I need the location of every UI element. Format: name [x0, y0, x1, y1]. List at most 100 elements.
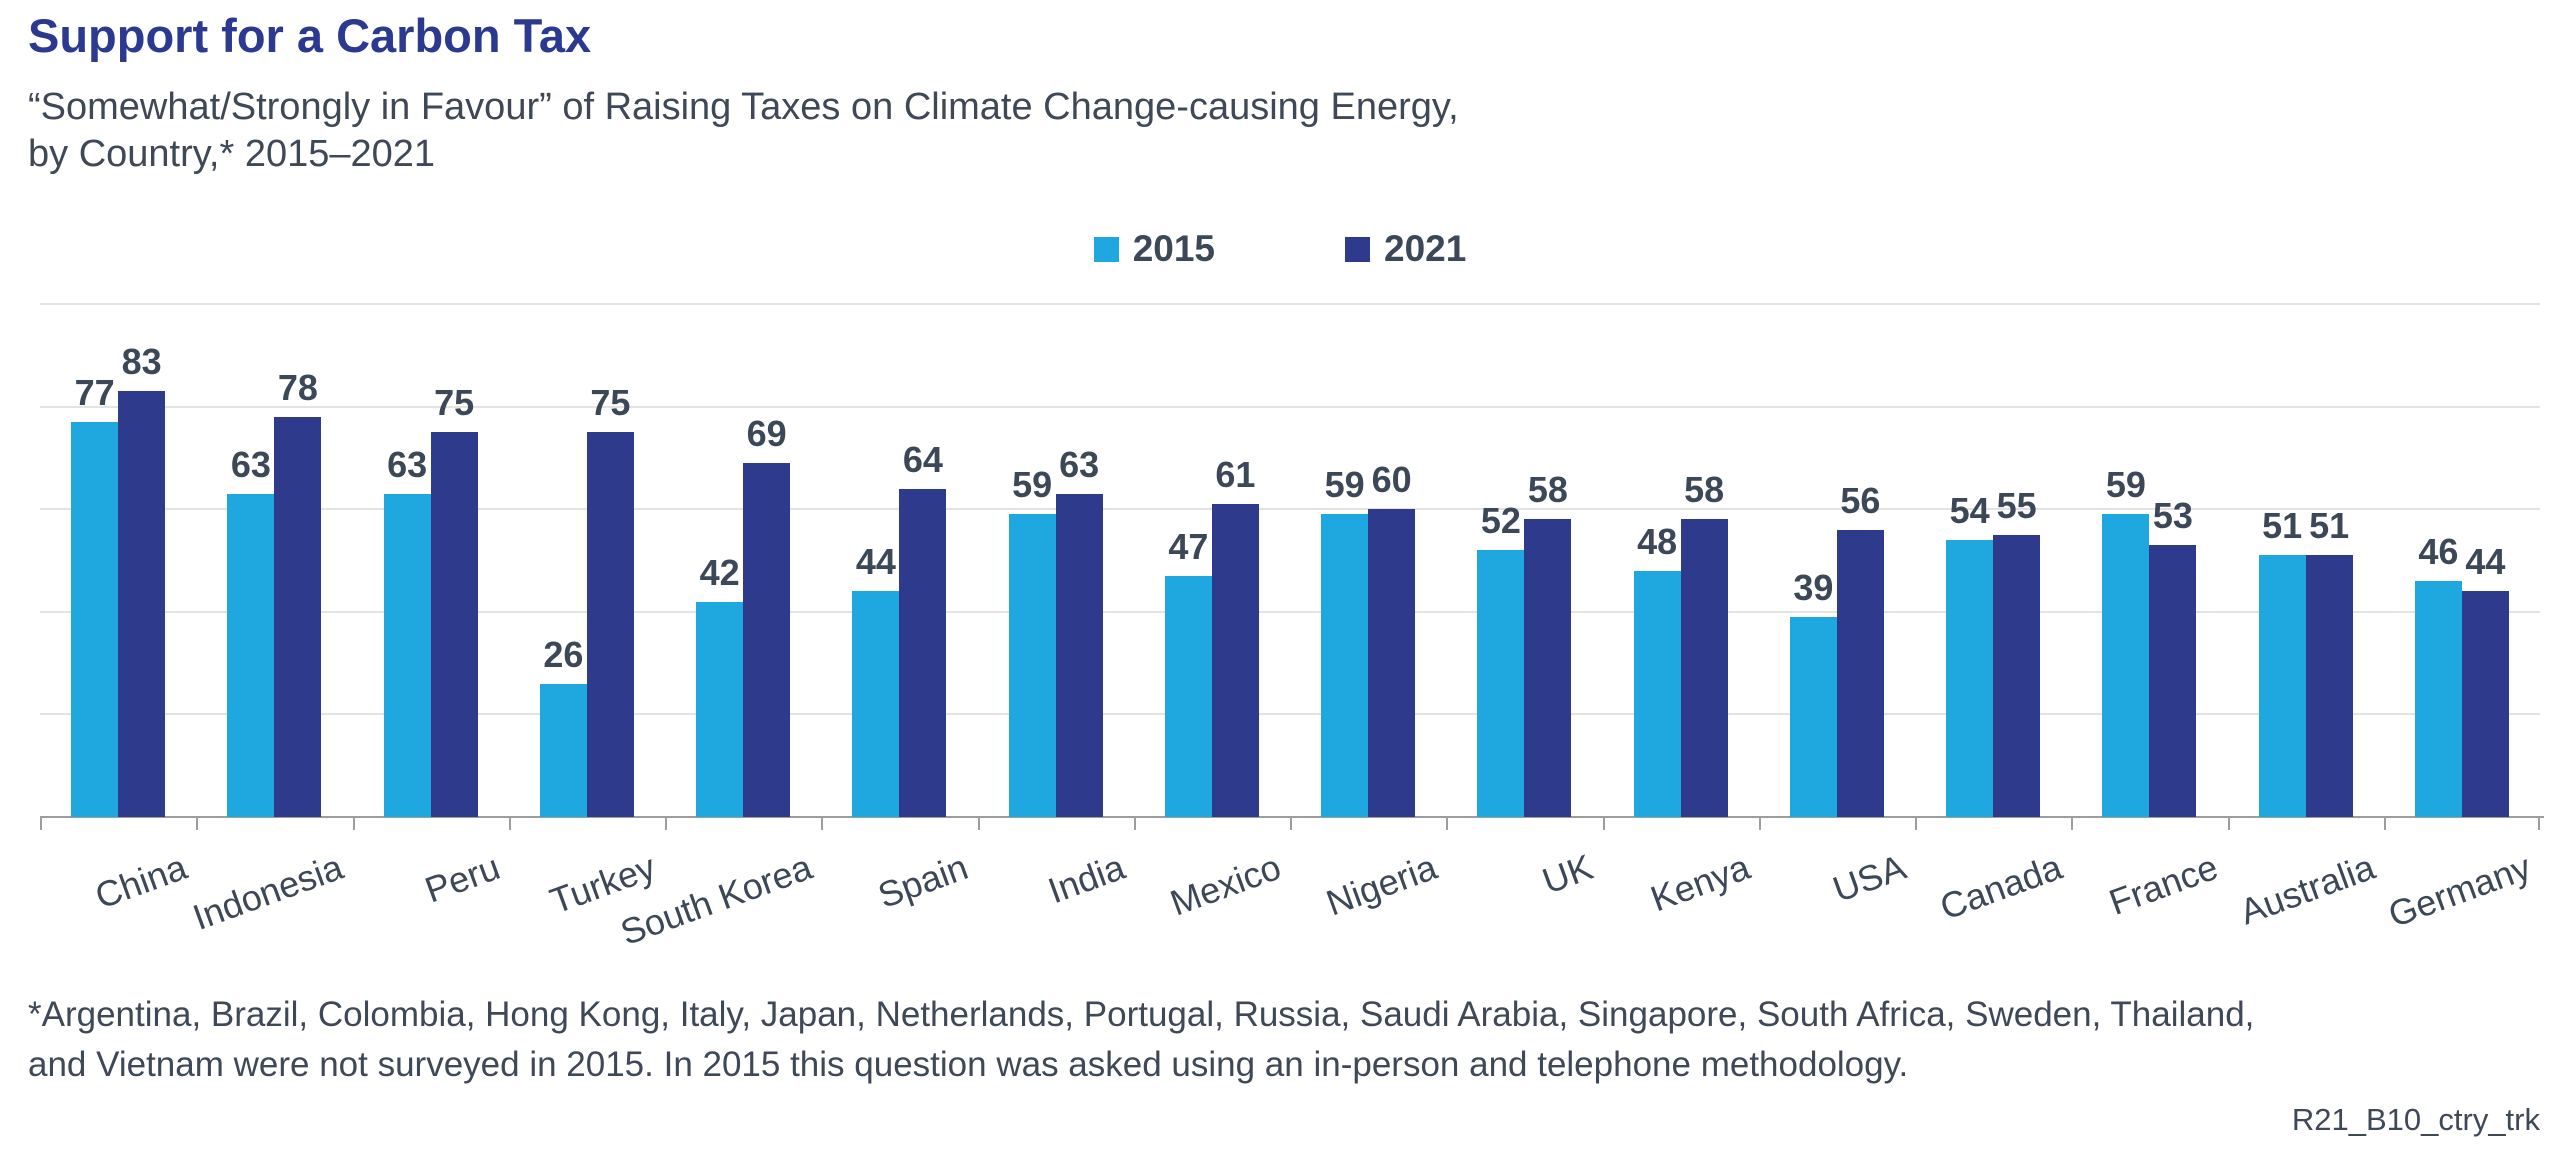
bar-2021-Peru: 75: [430, 382, 478, 817]
bar-value-2021-Indonesia: 78: [277, 366, 318, 408]
bar-2015-UK: 52: [1477, 500, 1525, 817]
bar-2021-Nigeria: 60: [1368, 459, 1416, 817]
bar-value-2015-Kenya: 48: [1637, 520, 1678, 562]
bar-group-Indonesia: 63 78: [196, 367, 352, 817]
legend-item-2015: 2015: [1093, 228, 1215, 270]
bar-value-2015-Spain: 44: [855, 541, 896, 583]
axis-tick: [2383, 817, 2386, 830]
bar-group-Kenya: 48 58: [1603, 469, 1759, 817]
category-label-France: France: [2104, 846, 2224, 923]
bar-value-2021-South Korea: 69: [746, 413, 787, 455]
axis-tick: [1602, 817, 1605, 830]
category-label-Spain: Spain: [872, 846, 974, 917]
bar-group-Peru: 63 75: [353, 382, 509, 817]
footnote: *Argentina, Brazil, Colombia, Hong Kong,…: [28, 990, 2254, 1090]
axis-tick: [665, 817, 667, 830]
gridline-60: [40, 508, 2540, 511]
category-label-Peru: Peru: [419, 846, 505, 911]
bar-2015-Germany: 46: [2414, 531, 2462, 817]
bar-value-2021-Nigeria: 60: [1371, 459, 1412, 501]
axis-tick: [1915, 817, 1917, 830]
axis-tick: [2538, 817, 2540, 830]
bar-2021-USA: 56: [1836, 480, 1884, 817]
bar-value-2021-Kenya: 58: [1684, 469, 1725, 511]
bar-2021-Canada: 55: [1993, 485, 2041, 817]
category-label-Mexico: Mexico: [1164, 846, 1286, 924]
bar-group-USA: 39 56: [1759, 480, 1915, 817]
bar-2015-Australia: 51: [2258, 505, 2306, 817]
chart-legend: 2015 2021: [0, 228, 2560, 270]
plot-area: 77 83 63 78 63 75 26 75 42 69 44 64 59 63 47 61 59 60 52 58…: [40, 303, 2544, 830]
bar-2015-Nigeria: 59: [1321, 464, 1369, 817]
bar-2021-Mexico: 61: [1211, 454, 1259, 817]
bar-value-2021-France: 53: [2152, 495, 2193, 537]
bar-2021-Indonesia: 78: [274, 367, 322, 817]
gridline-20: [40, 713, 2540, 716]
category-label-China: China: [89, 846, 193, 917]
bar-group-Spain: 44 64: [821, 439, 977, 817]
bar-2021-UK: 58: [1524, 469, 1572, 817]
bar-2015-USA: 39: [1789, 567, 1837, 817]
bar-group-Mexico: 47 61: [1134, 454, 1290, 817]
bar-2015-Kenya: 48: [1633, 521, 1681, 817]
source-code-label: R21_B10_ctry_trk: [2291, 1102, 2540, 1137]
bar-value-2015-China: 77: [74, 372, 115, 413]
bar-groups: 77 83 63 78 63 75 26 75 42 69 44 64 59 63 47 61 59 60 52 58…: [40, 304, 2540, 817]
bar-2015-Peru: 63: [383, 444, 431, 817]
bar-group-Germany: 46 44: [2384, 531, 2540, 817]
bar-value-2015-Turkey: 26: [543, 633, 584, 675]
bar-2015-Indonesia: 63: [227, 444, 275, 817]
bar-value-2015-USA: 39: [1793, 566, 1834, 608]
bar-group-Turkey: 26 75: [509, 382, 665, 817]
category-label-Kenya: Kenya: [1644, 846, 1755, 920]
bar-2015-India: 59: [1008, 464, 1056, 817]
axis-tick: [2071, 817, 2074, 830]
legend-swatch-2015: [1093, 236, 1119, 262]
gridline-80: [40, 405, 2540, 408]
category-label-UK: UK: [1537, 846, 1599, 902]
axis-tick: [821, 817, 824, 830]
bar-value-2015-Germany: 46: [2418, 531, 2459, 573]
bar-value-2021-Spain: 64: [902, 438, 943, 480]
category-label-Australia: Australia: [2234, 846, 2380, 933]
bar-value-2015-Indonesia: 63: [230, 443, 271, 485]
footnote-line2: and Vietnam were not surveyed in 2015. I…: [28, 1045, 1909, 1084]
axis-tick: [2227, 817, 2230, 830]
bar-value-2015-Mexico: 47: [1168, 525, 1209, 567]
category-axis-labels: China Indonesia Peru Turkey South Korea Spain…: [40, 832, 2540, 992]
legend-label-2015: 2015: [1132, 228, 1215, 269]
category-label-Nigeria: Nigeria: [1320, 846, 1443, 924]
bar-2015-Canada: 54: [1946, 490, 1994, 817]
chart-subtitle: “Somewhat/Strongly in Favour” of Raising…: [28, 84, 1459, 178]
bar-value-2015-Australia: 51: [2262, 505, 2303, 547]
bar-value-2021-USA: 56: [1840, 479, 1881, 521]
axis-tick: [196, 817, 199, 830]
bar-value-2015-France: 59: [2105, 464, 2146, 506]
chart-title: Support for a Carbon Tax: [28, 9, 592, 62]
bar-value-2015-Nigeria: 59: [1324, 464, 1365, 506]
bar-2015-China: 77: [71, 372, 119, 817]
category-label-Germany: Germany: [2382, 846, 2536, 936]
x-axis-line: [40, 816, 2544, 818]
bar-value-2021-Australia: 51: [2309, 505, 2350, 547]
bar-value-2021-Peru: 75: [434, 382, 475, 424]
bar-group-France: 59 53: [2071, 464, 2227, 817]
bar-2015-Mexico: 47: [1164, 526, 1212, 817]
axis-tick: [1758, 817, 1761, 830]
bar-value-2021-Germany: 44: [2465, 541, 2506, 583]
bar-2021-France: 53: [2149, 495, 2197, 817]
bar-group-South Korea: 42 69: [665, 413, 821, 817]
category-label-India: India: [1042, 846, 1130, 912]
axis-tick: [977, 817, 980, 830]
bar-2015-France: 59: [2102, 464, 2150, 817]
bar-value-2015-UK: 52: [1480, 500, 1521, 542]
bar-value-2021-UK: 58: [1527, 469, 1568, 511]
bar-value-2021-Canada: 55: [1996, 484, 2037, 526]
category-label-Indonesia: Indonesia: [187, 846, 349, 938]
legend-item-2021: 2021: [1345, 228, 1466, 270]
bar-2021-India: 63: [1055, 444, 1103, 817]
legend-swatch-2021: [1345, 236, 1370, 262]
bar-value-2021-Mexico: 61: [1215, 454, 1256, 496]
bar-group-China: 77 83: [40, 341, 196, 817]
